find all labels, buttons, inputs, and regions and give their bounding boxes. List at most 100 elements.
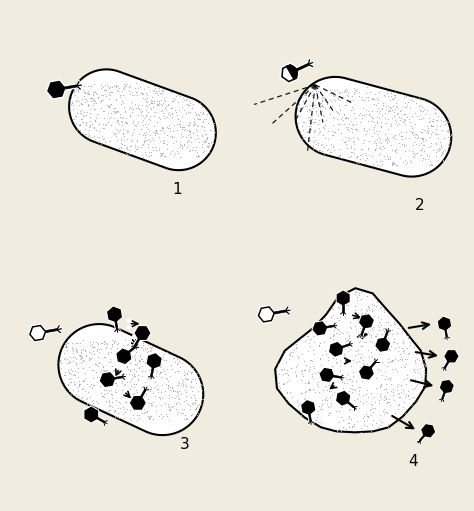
Point [310,101,317,109]
Point [438,126,446,134]
Point [108,386,115,394]
Point [128,137,136,145]
Point [318,320,326,329]
Point [309,142,317,150]
Point [395,130,403,138]
Point [365,137,373,146]
Point [439,148,447,156]
Point [163,102,170,110]
Point [426,161,433,169]
Point [107,357,115,365]
Point [148,134,155,142]
Point [306,125,313,133]
Point [197,122,205,130]
Point [128,352,136,360]
Point [106,83,113,91]
Point [337,413,345,422]
Point [365,353,373,361]
Point [356,119,364,127]
Wedge shape [285,65,298,81]
Point [329,88,337,97]
Point [333,407,340,415]
Point [313,96,321,104]
Point [168,109,176,118]
Point [300,126,307,134]
Point [82,120,90,128]
Point [334,95,342,103]
Point [100,390,108,398]
Point [100,367,108,375]
Point [109,128,117,136]
Point [141,359,149,367]
Point [392,118,400,126]
Point [182,96,190,104]
Polygon shape [297,63,309,71]
Point [359,104,366,112]
Point [384,107,392,115]
Polygon shape [100,373,115,386]
Point [193,401,201,409]
Point [350,109,358,118]
Point [111,337,119,345]
Point [360,411,367,420]
Point [97,140,105,148]
Point [346,134,354,142]
Point [95,358,102,366]
Point [325,411,332,419]
Point [178,405,185,413]
Point [147,412,155,421]
Point [305,377,312,385]
Point [110,109,118,117]
Point [420,142,428,150]
Point [161,152,168,160]
Point [64,381,71,389]
Point [87,380,95,388]
Point [363,386,371,394]
Point [383,138,391,147]
Point [90,132,98,140]
Point [351,114,359,123]
Point [349,311,356,319]
Point [385,398,393,406]
Point [398,388,405,396]
Point [389,95,397,103]
Point [412,94,420,102]
Point [87,354,95,362]
Point [290,345,297,353]
Point [374,119,381,127]
Point [364,144,371,152]
Point [203,143,210,151]
Point [121,108,129,116]
Point [134,375,142,383]
Point [431,105,438,113]
Polygon shape [313,322,327,335]
Point [355,387,363,395]
Point [342,425,350,433]
Point [356,404,363,412]
Point [174,366,182,375]
Point [398,132,406,140]
Point [153,381,161,389]
Point [102,339,109,347]
Point [358,93,366,101]
Point [192,111,200,120]
Point [314,382,321,390]
Point [80,345,87,353]
Point [432,152,439,160]
Point [116,110,124,118]
Polygon shape [135,339,140,346]
Point [133,405,140,413]
Point [347,142,355,150]
Point [293,113,301,121]
Point [368,324,375,332]
Point [80,377,87,385]
Point [391,409,399,417]
Point [173,388,181,396]
Point [305,116,313,124]
Point [176,153,184,161]
Point [86,117,94,125]
Point [112,125,119,133]
Point [354,310,361,318]
Polygon shape [309,414,311,421]
Point [299,131,306,140]
